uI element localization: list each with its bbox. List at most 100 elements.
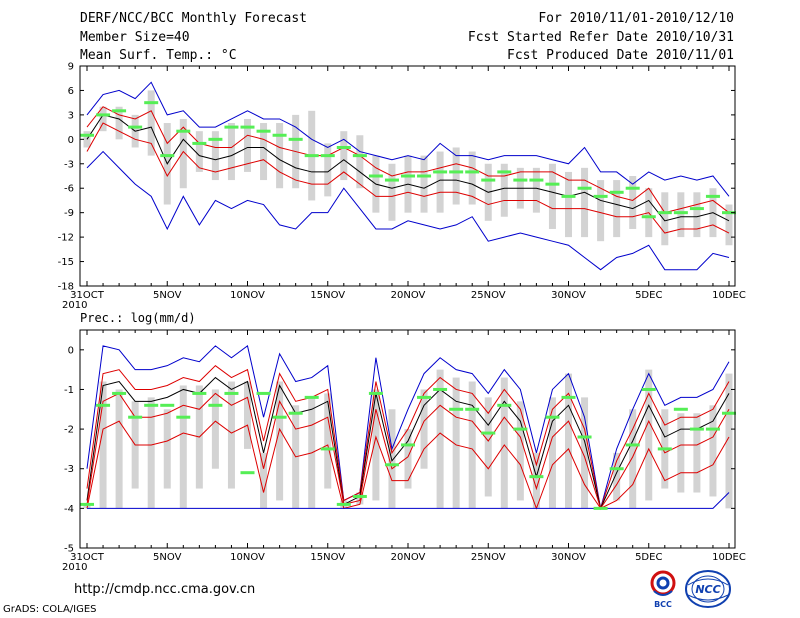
ensemble-box — [629, 176, 637, 229]
median-marker — [722, 411, 736, 415]
ensemble-box — [115, 106, 123, 140]
median-marker — [80, 502, 94, 506]
ensemble-box — [324, 393, 332, 489]
y-tick-label: -2 — [64, 425, 74, 436]
ensemble-box — [244, 118, 251, 172]
median-marker — [481, 178, 496, 182]
median-marker — [384, 463, 399, 467]
series-line-lower — [87, 492, 730, 509]
median-marker — [673, 407, 688, 411]
ensemble-box — [613, 180, 621, 238]
x-tick-label: 15NOV — [310, 552, 345, 563]
median-marker — [80, 133, 94, 137]
ensemble-box — [677, 192, 685, 238]
ensemble-box — [179, 385, 187, 509]
median-marker — [160, 403, 175, 407]
median-marker — [112, 109, 127, 113]
series-line-upper — [86, 81, 730, 197]
median-marker — [368, 391, 383, 395]
ensemble-box — [324, 143, 332, 197]
median-marker — [401, 443, 415, 447]
x-tick-label: 10NOV — [230, 552, 265, 563]
ensemble-box — [725, 373, 733, 509]
median-marker — [465, 407, 480, 411]
y-tick-label: -3 — [64, 464, 74, 475]
ncc-logo-text: NCC — [695, 583, 720, 596]
x-tick-label: 31OCT — [70, 552, 105, 563]
ensemble-box — [356, 135, 364, 189]
median-marker — [497, 403, 512, 407]
series-line-upper_std — [86, 365, 730, 511]
ensemble-box — [516, 401, 524, 501]
median-marker — [545, 182, 560, 186]
median-marker — [513, 178, 528, 182]
median-marker — [112, 391, 127, 395]
ensemble-box — [260, 452, 268, 509]
median-marker — [240, 471, 255, 475]
median-marker — [417, 174, 432, 178]
median-marker — [689, 207, 704, 211]
source-url[interactable]: http://cmdp.ncc.cma.gov.cn — [74, 582, 256, 597]
ensemble-box — [260, 123, 268, 181]
ensemble-box — [420, 155, 428, 213]
ensemble-box — [468, 381, 476, 509]
ensemble-box — [436, 151, 444, 213]
x-tick-label: 30NOV — [551, 552, 586, 563]
ncc-logo: NCC — [685, 570, 731, 608]
ensemble-box — [581, 397, 589, 509]
median-marker — [577, 186, 592, 190]
series-line-upper_std — [86, 106, 730, 214]
median-marker — [529, 178, 544, 182]
series-line-lower — [86, 150, 730, 271]
median-marker — [288, 411, 303, 415]
median-marker — [433, 170, 448, 174]
median-marker — [625, 186, 640, 190]
y-tick-label: 0 — [68, 135, 74, 146]
ensemble-box — [548, 163, 556, 229]
median-marker — [352, 494, 367, 498]
ensemble-box — [709, 405, 717, 497]
member-size: Member Size=40 — [80, 30, 190, 45]
x-tick-label: 25NOV — [471, 552, 506, 563]
median-marker — [513, 427, 528, 431]
median-marker — [625, 443, 640, 447]
y-tick-label: 0 — [68, 345, 74, 356]
ensemble-box — [532, 452, 540, 509]
y-tick-label: -9 — [64, 208, 74, 219]
ensemble-box — [629, 409, 637, 509]
median-marker — [401, 174, 415, 178]
median-marker — [336, 502, 351, 506]
series-line-lower_std — [86, 122, 730, 234]
ensemble-box — [661, 192, 669, 246]
variable-label-prec: Prec.: log(mm/d) — [80, 311, 196, 325]
median-marker — [609, 190, 624, 194]
median-marker — [224, 391, 239, 395]
median-marker — [689, 427, 704, 431]
median-marker — [433, 387, 448, 391]
median-marker — [705, 427, 720, 431]
y-tick-label: -6 — [64, 184, 74, 195]
ensemble-box — [404, 429, 412, 489]
y-tick-label: 3 — [68, 110, 74, 121]
median-marker — [128, 125, 143, 129]
y-tick-label: -4 — [64, 504, 74, 515]
median-marker — [641, 215, 656, 219]
ensemble-box — [163, 409, 171, 489]
y-tick-label: -5 — [64, 544, 74, 555]
ensemble-box — [452, 377, 460, 509]
median-marker — [529, 475, 544, 479]
series-line-mean — [86, 114, 730, 222]
ensemble-box — [99, 106, 107, 132]
x-tick-label: 20NOV — [391, 552, 426, 563]
series-line-lower_std2 — [86, 420, 730, 510]
median-marker — [192, 391, 207, 395]
ensemble-box — [548, 397, 556, 509]
median-marker — [256, 391, 271, 395]
x-tick-label: 5DEC — [635, 290, 662, 301]
median-marker — [481, 431, 496, 435]
median-marker — [593, 506, 608, 510]
ensemble-box — [677, 413, 685, 493]
ensemble-box — [565, 373, 572, 509]
